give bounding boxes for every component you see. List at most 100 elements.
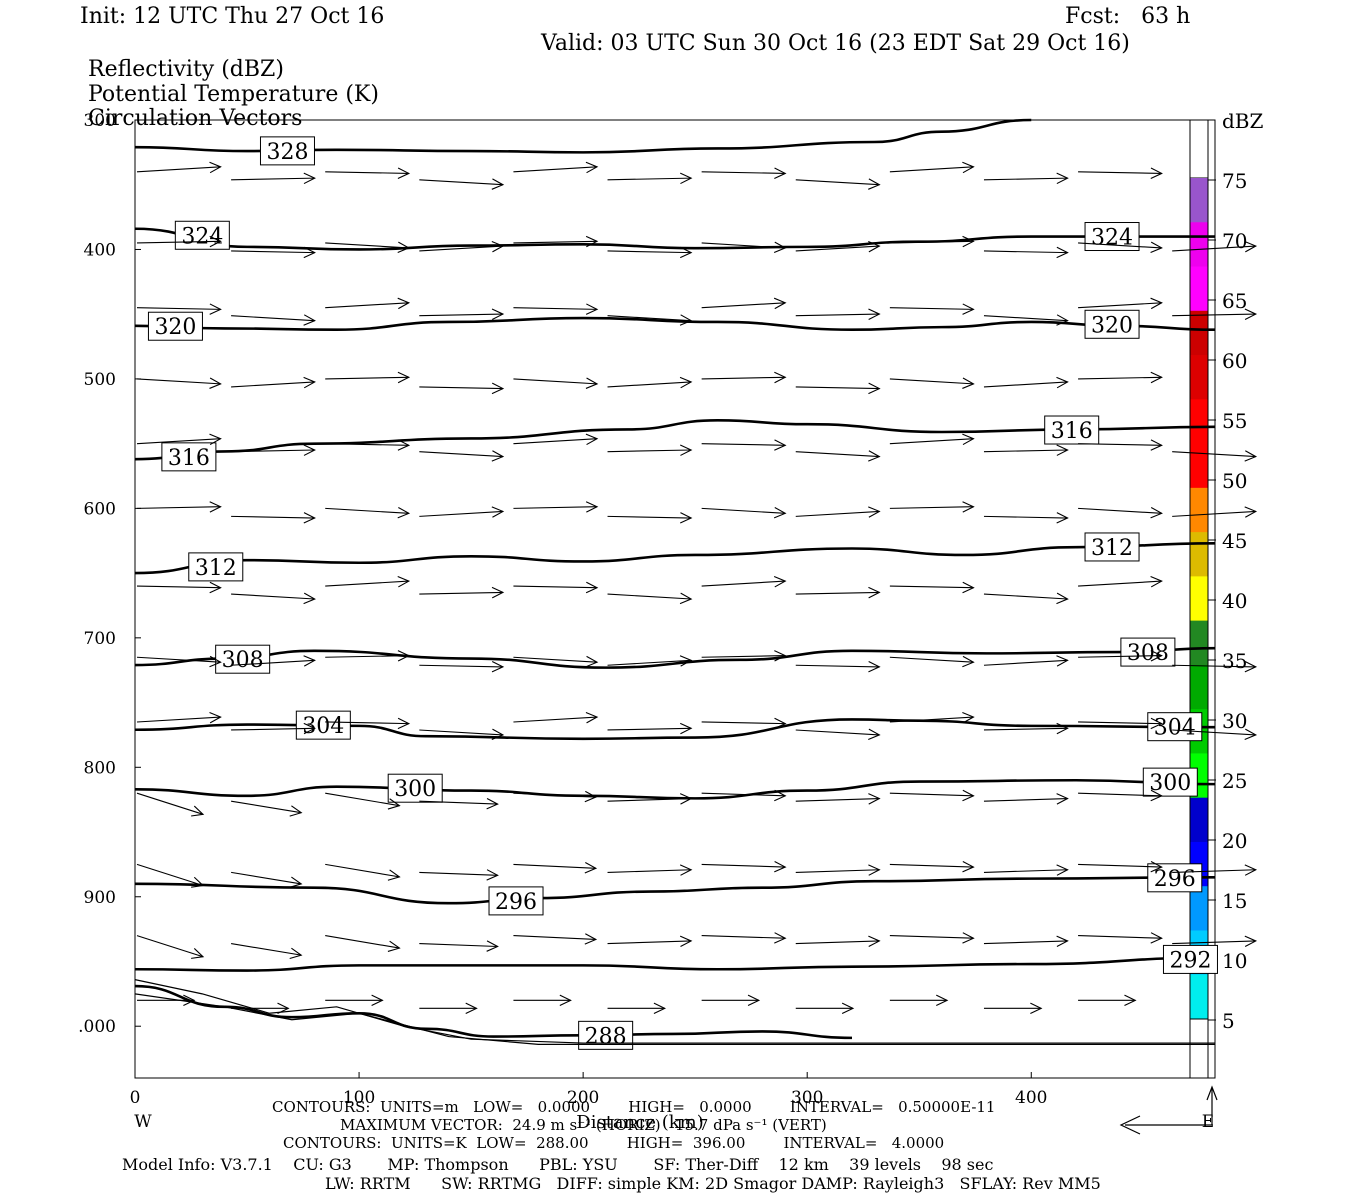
circulation-vector-head <box>680 172 693 185</box>
colorbar-label: 55 <box>1222 409 1247 433</box>
circulation-vector-head <box>774 860 787 873</box>
circulation-vector-head <box>303 172 316 185</box>
circulation-vector <box>231 659 315 666</box>
circulation-vector <box>325 507 409 514</box>
circulation-vector-head <box>1056 172 1069 185</box>
theta-contour-label-box <box>1162 944 1218 974</box>
circulation-vector-head <box>1150 506 1163 519</box>
circulation-vector <box>136 240 221 244</box>
circulation-vector <box>701 242 786 249</box>
circulation-vector <box>325 935 400 949</box>
circulation-vector-head <box>679 655 693 667</box>
circulation-vector-head <box>868 586 881 599</box>
field-reflectivity: Reflectivity (dBZ) <box>88 57 284 82</box>
circulation-vector-head <box>491 586 505 599</box>
circulation-vector <box>513 166 598 173</box>
circulation-vector <box>701 443 786 446</box>
plot-frame <box>134 119 1216 1079</box>
colorbar-segment <box>1190 532 1208 577</box>
x-tick-label: 300 <box>791 1088 823 1108</box>
x-tick-label: 400 <box>1015 1088 1047 1108</box>
circulation-vector <box>607 940 692 945</box>
circulation-vector <box>136 506 221 509</box>
circulation-vector-head <box>397 717 411 730</box>
theta-contour-label: 292 <box>1169 948 1211 973</box>
circulation-vector <box>136 716 221 723</box>
circulation-vector-head <box>191 805 205 817</box>
circulation-vector-head <box>585 235 599 248</box>
theta-contour-label: 304 <box>302 714 344 739</box>
circulation-vector <box>983 727 1068 731</box>
circulation-vector-head <box>841 1002 855 1015</box>
circulation-vector-head <box>397 297 411 310</box>
circulation-vector-head <box>1056 376 1069 389</box>
circulation-vector-head <box>303 722 316 735</box>
circulation-vector-head <box>868 240 881 253</box>
circulation-vector <box>701 721 786 725</box>
circulation-vector-head <box>962 161 975 174</box>
circulation-vector-head <box>1244 450 1258 462</box>
circulation-vector-head <box>1150 371 1163 384</box>
circulation-vector-head <box>1244 728 1258 741</box>
circulation-vector-head <box>387 940 401 952</box>
colorbar-label: 5 <box>1222 1009 1235 1033</box>
circulation-vector-head <box>1150 650 1163 662</box>
circulation-vector <box>607 250 692 254</box>
theta-contour-label-box <box>161 442 217 472</box>
circulation-vector <box>701 792 786 797</box>
footer-max-vector: MAXIMUM VECTOR: 24.9 m s⁻¹ (HORIZ) 15.7 … <box>340 1116 827 1134</box>
circulation-vector-head <box>962 655 975 668</box>
theta-contour-label: 296 <box>1154 867 1196 892</box>
circulation-vector <box>607 797 692 802</box>
circulation-vector <box>513 792 596 798</box>
circulation-vector <box>231 943 302 956</box>
theta-contour-label: 300 <box>394 777 436 802</box>
circulation-vector-head <box>491 660 505 673</box>
footer-contours-height: CONTOURS: UNITS=m LOW= 0.0000 HIGH= 0.00… <box>272 1098 996 1116</box>
theta-contour-308 <box>134 646 1216 669</box>
circulation-vector <box>701 376 786 380</box>
circulation-vector <box>1078 376 1162 380</box>
circulation-vector-head <box>371 994 384 1007</box>
colorbar-segment <box>1190 443 1208 489</box>
theta-contour-label: 316 <box>1051 419 1093 444</box>
circulation-vector-head <box>183 994 196 1007</box>
circulation-vector <box>136 166 221 173</box>
circulation-vector <box>795 510 880 517</box>
circulation-vector-head <box>277 1002 290 1015</box>
circulation-vector-head <box>774 789 787 802</box>
theta-contour-label-box <box>387 773 443 803</box>
circulation-vector <box>325 376 409 380</box>
circulation-vector-head <box>1056 722 1069 735</box>
circulation-vector-head <box>936 994 949 1007</box>
circulation-vector-head <box>679 864 693 876</box>
circulation-vector-head <box>1150 576 1163 588</box>
theta-contour-label: 296 <box>495 890 537 915</box>
circulation-vector <box>231 871 302 885</box>
circulation-vector <box>136 863 204 887</box>
x-tick-label: 200 <box>567 1088 599 1108</box>
reference-vector-head <box>1119 1115 1141 1135</box>
circulation-vector <box>983 940 1068 945</box>
circulation-vector-head <box>491 382 505 395</box>
circulation-vector-head <box>774 439 787 451</box>
circulation-vector-head <box>962 303 975 315</box>
circulation-vector <box>231 593 315 600</box>
circulation-vector-head <box>773 576 787 588</box>
colorbar-label: 75 <box>1222 169 1247 193</box>
circulation-vector <box>136 656 221 663</box>
circulation-vector <box>795 797 880 802</box>
circulation-vector <box>419 179 503 186</box>
circulation-vector <box>419 451 503 458</box>
colorbar-label: 10 <box>1222 949 1247 973</box>
valid-time: Valid: 03 UTC Sun 30 Oct 16 (23 EDT Sat … <box>541 31 1130 56</box>
thin-contour <box>134 993 1215 1045</box>
circulation-vector <box>889 935 974 939</box>
circulation-vector <box>419 591 503 595</box>
circulation-vector <box>983 177 1068 181</box>
circulation-vector-head <box>303 655 316 667</box>
circulation-vector-head <box>680 444 693 456</box>
circulation-vector-head <box>679 592 693 605</box>
circulation-vector <box>325 302 409 309</box>
theta-contour-label: 324 <box>181 224 223 249</box>
